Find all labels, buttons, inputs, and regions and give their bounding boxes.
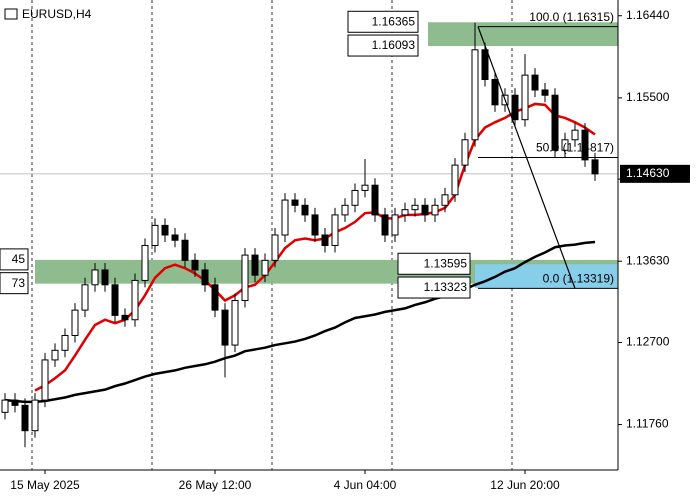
candle-body — [241, 254, 249, 302]
candle-body — [361, 184, 369, 191]
candle-body — [351, 189, 359, 206]
candle-body — [441, 194, 449, 206]
candle-body — [141, 244, 149, 281]
candle-body — [381, 214, 389, 236]
candle-body — [41, 359, 49, 401]
candle-body — [161, 224, 169, 236]
candle-body — [321, 234, 329, 246]
zone-label-box — [0, 272, 29, 295]
x-tick-label: 15 May 2025 — [10, 478, 80, 492]
fib-trend-line — [477, 26, 576, 289]
candle-body — [581, 129, 589, 161]
zone-label-box — [397, 252, 471, 275]
candle-body — [151, 224, 159, 246]
moving-average — [4, 240, 596, 404]
x-tick-label: 12 Jun 20:00 — [490, 478, 560, 492]
y-tick-label: 1.11760 — [626, 417, 669, 431]
zone-label: 1.13595 — [424, 256, 468, 270]
candle-body — [191, 259, 199, 271]
candle-body — [531, 74, 539, 91]
candle-body — [301, 204, 309, 216]
zone-label: 45 — [12, 252, 26, 266]
candle-body — [131, 279, 139, 321]
current-price-label: 1.14630 — [626, 166, 670, 180]
zone-label: 73 — [12, 276, 26, 290]
zone-label-box — [347, 10, 419, 33]
y-tick-label: 1.12700 — [626, 335, 670, 349]
y-tick-label: 1.15500 — [626, 90, 670, 104]
candle-body — [71, 309, 79, 336]
candle-body — [411, 204, 419, 211]
candle-body — [281, 199, 289, 236]
candle-body — [81, 284, 89, 311]
y-tick-label: 1.16440 — [626, 8, 670, 22]
candle-body — [101, 269, 109, 286]
candle-body — [61, 334, 69, 351]
candle-body — [511, 94, 519, 121]
zone-label-box — [347, 34, 419, 57]
zone-label-box — [397, 276, 471, 299]
zone-label: 1.16093 — [372, 38, 416, 52]
x-tick-label: 26 May 12:00 — [179, 478, 252, 492]
candle-body — [171, 234, 179, 241]
candle-body — [201, 269, 209, 286]
candle-body — [51, 349, 59, 361]
candle-body — [181, 239, 189, 261]
candle-body — [231, 300, 239, 346]
chart-title: EURUSD,H4 — [22, 7, 92, 21]
candle-body — [311, 214, 319, 236]
zone-label: 1.16365 — [372, 14, 416, 28]
candle-body — [591, 159, 599, 175]
candle-body — [31, 399, 39, 432]
candle-body — [291, 199, 299, 206]
candle-body — [421, 204, 429, 216]
candle-body — [481, 49, 489, 80]
candle-body — [471, 49, 479, 141]
candle-body — [121, 314, 129, 321]
candle-body — [211, 284, 219, 311]
candle-body — [391, 214, 399, 236]
candle-body — [1, 399, 9, 413]
candle-body — [261, 259, 269, 276]
candle-body — [341, 204, 349, 216]
candle-body — [541, 89, 549, 96]
candle-body — [251, 254, 259, 276]
candle-body — [111, 284, 119, 316]
candle-body — [561, 139, 569, 151]
zone-label-box — [0, 248, 29, 271]
candle-body — [551, 94, 559, 151]
candle-body — [91, 269, 99, 286]
candle-body — [11, 399, 19, 406]
candle-body — [571, 129, 579, 141]
candle-body — [271, 234, 279, 261]
current-price-box — [620, 164, 690, 183]
fib-label: 0.0 (1.13319) — [543, 272, 614, 286]
fib-label: 100.0 (1.16315) — [529, 10, 614, 24]
zone — [428, 22, 618, 47]
candle-body — [461, 139, 469, 166]
y-tick-label: 1.13630 — [626, 253, 670, 267]
candle-body — [221, 309, 229, 346]
candle-body — [451, 164, 459, 196]
candle-body — [431, 204, 439, 216]
candle-body — [521, 74, 529, 121]
candle-body — [401, 209, 409, 216]
x-tick-label: 4 Jun 04:00 — [334, 478, 397, 492]
candle-body — [491, 78, 499, 106]
plot-area — [0, 0, 618, 470]
candle-body — [21, 404, 29, 432]
candle-body — [371, 184, 379, 216]
candle-body — [331, 214, 339, 246]
fib-label: 50.0 (1.14817) — [536, 141, 614, 155]
symbol-icon — [4, 8, 18, 20]
zone-label: 1.13323 — [424, 280, 468, 294]
